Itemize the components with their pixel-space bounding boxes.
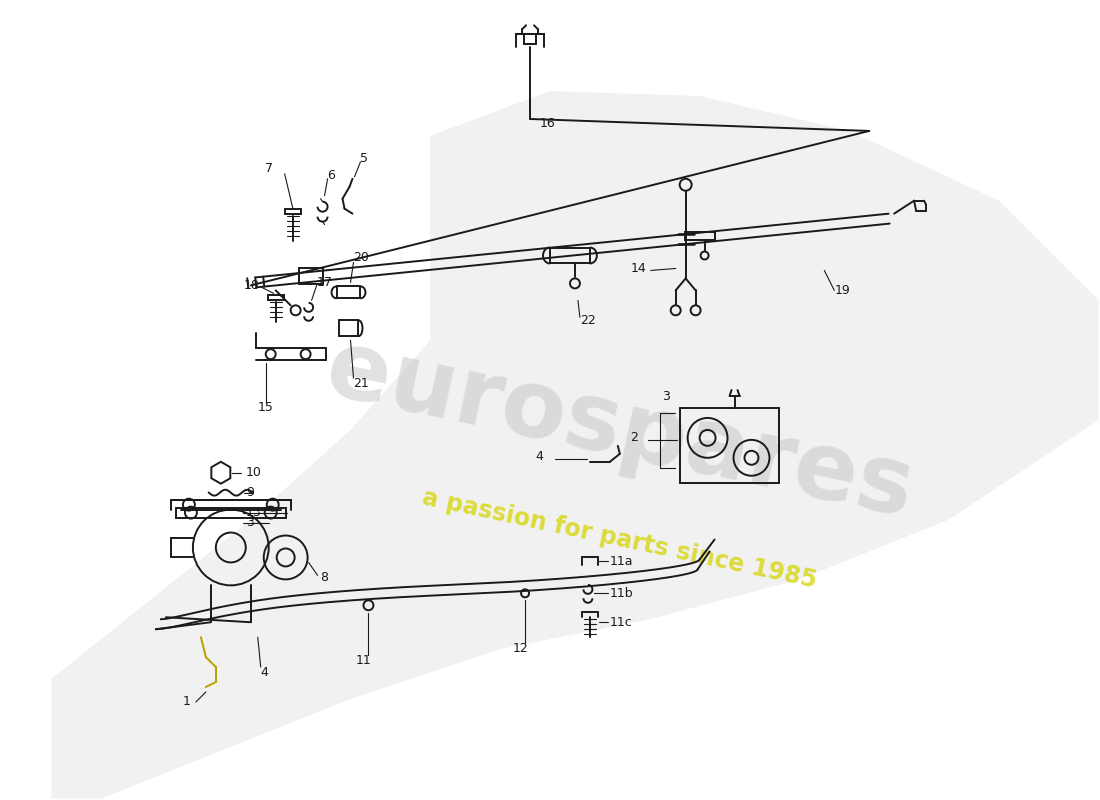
Text: 6: 6 [328, 170, 336, 182]
Text: 11b: 11b [609, 587, 634, 600]
Text: a passion for parts since 1985: a passion for parts since 1985 [420, 486, 820, 593]
Text: eurospares: eurospares [318, 323, 922, 537]
Text: 9: 9 [245, 486, 254, 499]
Text: 14: 14 [630, 262, 647, 275]
Text: 5: 5 [361, 152, 368, 166]
Text: 7: 7 [265, 162, 273, 175]
Text: 3: 3 [245, 516, 254, 529]
Text: 11a: 11a [609, 555, 634, 568]
Text: 16: 16 [540, 118, 556, 130]
Text: 11: 11 [355, 654, 372, 666]
Text: 3: 3 [662, 390, 670, 402]
Text: 4: 4 [261, 666, 268, 678]
PathPatch shape [52, 91, 1099, 798]
Text: 13: 13 [245, 506, 262, 519]
Text: 11c: 11c [609, 616, 632, 629]
Text: 8: 8 [320, 571, 329, 584]
Text: 10: 10 [245, 466, 262, 479]
Text: 21: 21 [353, 377, 370, 390]
Text: 22: 22 [580, 314, 596, 326]
Text: 18: 18 [244, 279, 260, 292]
Text: 12: 12 [513, 642, 528, 654]
Text: 17: 17 [317, 276, 332, 289]
Text: 4: 4 [535, 450, 543, 463]
Text: 19: 19 [834, 284, 850, 297]
Text: 20: 20 [353, 251, 370, 264]
Text: 1: 1 [183, 695, 190, 709]
Text: 2: 2 [630, 431, 638, 444]
Text: 15: 15 [257, 402, 274, 414]
